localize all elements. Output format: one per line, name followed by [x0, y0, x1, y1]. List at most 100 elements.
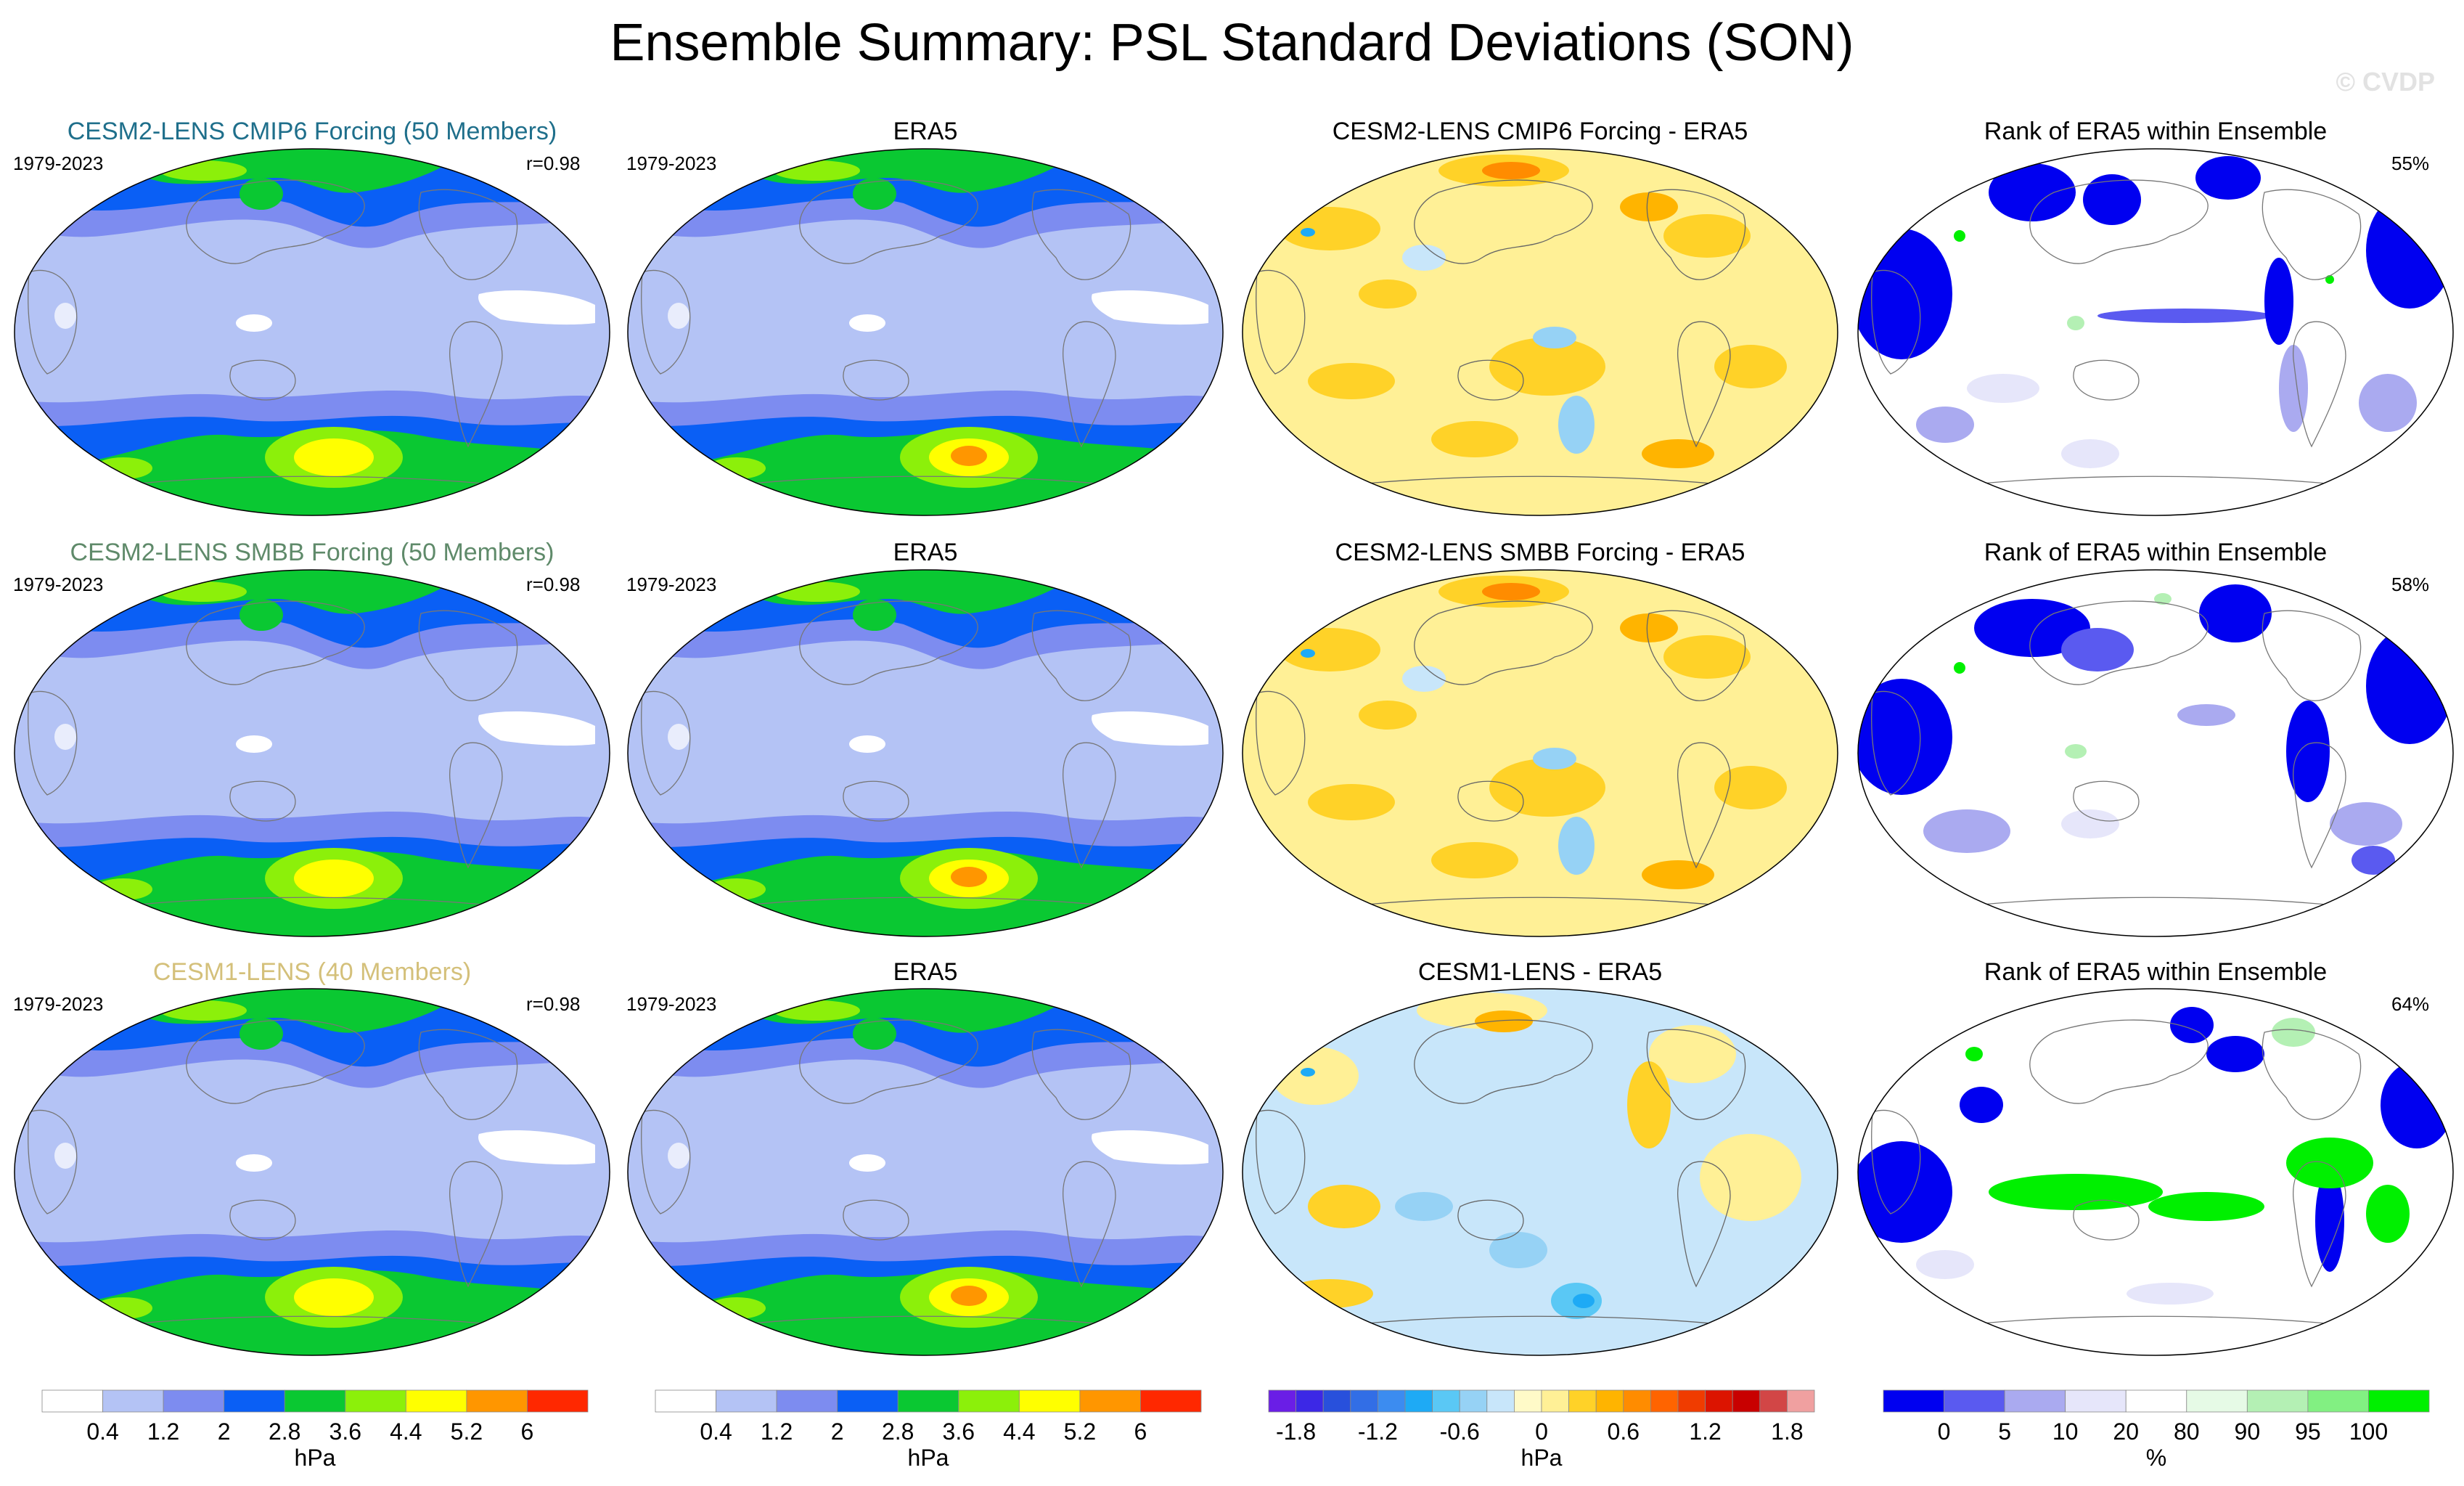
colorbar-tick-label: 4.4 [1003, 1418, 1035, 1445]
map-rank [1857, 988, 2454, 1356]
colorbar-swatch [1732, 1389, 1761, 1413]
colorbar-swatch [1944, 1389, 2005, 1413]
rank-field-blob [1989, 163, 2076, 221]
diff-field-blob [1663, 635, 1751, 679]
coastline [1457, 780, 1524, 822]
coastline [1871, 269, 1921, 375]
colorbar-tick-label: 0.4 [700, 1418, 732, 1445]
coastline [418, 189, 518, 280]
diff-field-blob [1482, 162, 1540, 179]
colorbar-tick-label: 0 [1938, 1418, 1951, 1445]
rank-field-blob [2170, 1007, 2214, 1043]
coastline [1031, 189, 1131, 280]
period-label-obs: 1979-2023 [626, 573, 717, 595]
coastline [2293, 1161, 2346, 1288]
map-diff [1242, 569, 1838, 937]
coastline [1256, 1109, 1306, 1214]
rank-field-blob [2366, 1185, 2410, 1243]
colorbar-tick-label: 3.6 [943, 1418, 975, 1445]
diff-field-blob [1308, 1185, 1380, 1228]
colorbar-tick-label: 4.4 [390, 1418, 422, 1445]
coastline [1677, 742, 1731, 869]
colorbar-tick-label: 100 [2349, 1418, 2388, 1445]
diff-field-blob [1308, 784, 1395, 820]
panel-title-diff: CESM2-LENS CMIP6 Forcing - ERA5 [1332, 118, 1748, 145]
map-rank [1857, 569, 2454, 937]
diff-field-blob [1359, 279, 1417, 309]
colorbar-swatch [2307, 1389, 2369, 1413]
coastline [641, 690, 691, 796]
std-field-core [951, 446, 987, 466]
std-field-core [294, 860, 374, 897]
panel-title-obs: ERA5 [893, 118, 958, 145]
rank-field-blob [1858, 1141, 1952, 1243]
std-field-blob [708, 457, 766, 479]
colorbar-swatch [1432, 1389, 1460, 1413]
colorbar-tick-label: 6 [521, 1418, 534, 1445]
colorbar-swatch [1140, 1389, 1202, 1413]
std-field-low [1092, 290, 1208, 325]
colorbar-tick-label: 1.2 [1689, 1418, 1721, 1445]
diff-field-blob [1700, 1134, 1801, 1221]
std-field-blob [240, 1018, 283, 1050]
diff-field-blob [1649, 1025, 1736, 1083]
period-label-model: 1979-2023 [13, 573, 104, 595]
rank-field-blob [2359, 374, 2417, 432]
colorbar-swatch [1459, 1389, 1488, 1413]
std-field-low [668, 303, 689, 329]
colorbar-swatch [284, 1389, 346, 1413]
std-field-low [54, 724, 76, 750]
period-label-obs: 1979-2023 [626, 993, 717, 1015]
rank-field-blob [1858, 229, 1952, 359]
colorbar-swatch [1296, 1389, 1324, 1413]
coastline [2073, 780, 2140, 822]
diff-field-blob [1402, 666, 1446, 692]
colorbar-tick-label: -0.6 [1440, 1418, 1480, 1445]
colorbar-tick-label: 1.8 [1771, 1418, 1803, 1445]
coastline [229, 359, 296, 401]
colorbar-tick-label: 80 [2174, 1418, 2200, 1445]
coastline [28, 690, 78, 796]
coastline [1677, 1161, 1731, 1288]
colorbar-tick-label: 2 [831, 1418, 844, 1445]
map-outline [14, 569, 610, 937]
rank-field-base [1858, 149, 2453, 515]
std-field-blob [94, 457, 152, 479]
coastline [1871, 690, 1921, 796]
map-model [14, 988, 610, 1356]
period-label-obs: 1979-2023 [626, 152, 717, 174]
std-field-low [236, 314, 272, 332]
coastline [449, 321, 503, 448]
rank-field-blob [2206, 1036, 2264, 1072]
coastline [229, 780, 296, 822]
map-model [14, 148, 610, 516]
colorbar-swatch [1759, 1389, 1788, 1413]
rank-field-blob [2352, 846, 2395, 875]
colorbar-tick-label: 2 [218, 1418, 231, 1445]
rank-field-blob [2366, 628, 2453, 744]
colorbar-tick-label: -1.2 [1358, 1418, 1398, 1445]
map-model [14, 569, 610, 937]
coastline [843, 780, 909, 822]
std-field-blob [708, 1297, 766, 1319]
diff-field-blob [1642, 439, 1714, 468]
coastline [418, 610, 518, 701]
rank-field-blob [1954, 230, 1965, 242]
std-field-low [1092, 711, 1208, 746]
rank-percent-label: 58% [2391, 573, 2430, 595]
coastline [2293, 321, 2346, 448]
std-field-low [668, 1143, 689, 1169]
colorbar-tick-label: 3.6 [330, 1418, 361, 1445]
colorbar-tick-label: 95 [2295, 1418, 2321, 1445]
coastline [2262, 1029, 2362, 1120]
coastline [1031, 1029, 1131, 1120]
correlation-label: r=0.98 [526, 573, 581, 595]
colorbar-swatch [1595, 1389, 1624, 1413]
coastline [186, 1019, 365, 1104]
diff-field-blob [1489, 759, 1605, 817]
colorbar-swatch [1018, 1389, 1081, 1413]
diff-field-blob [1286, 1279, 1373, 1308]
panel-title-diff: CESM1-LENS - ERA5 [1417, 958, 1663, 986]
colorbar-unit-label: hPa [295, 1445, 336, 1471]
colorbar-swatch [2368, 1389, 2430, 1413]
